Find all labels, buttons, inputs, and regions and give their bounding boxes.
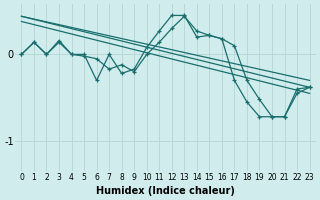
X-axis label: Humidex (Indice chaleur): Humidex (Indice chaleur) — [96, 186, 235, 196]
